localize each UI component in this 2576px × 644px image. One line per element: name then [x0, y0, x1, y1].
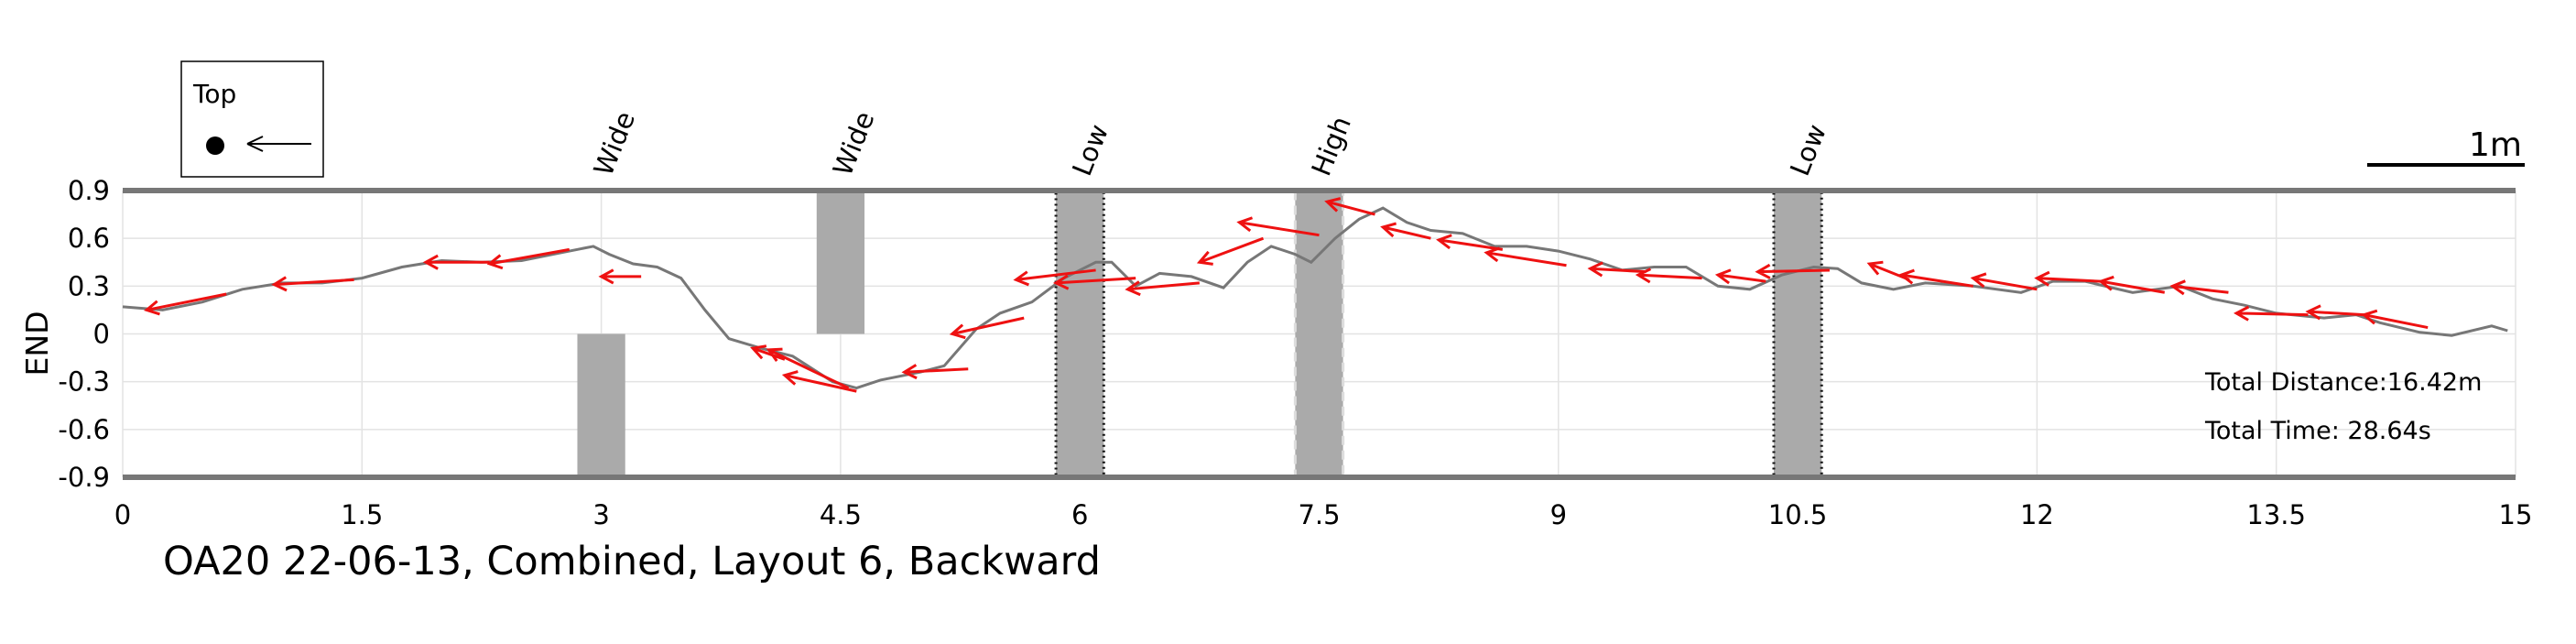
direction-arrow-28: [2169, 279, 2229, 296]
direction-arrow-27: [2097, 275, 2166, 294]
direction-arrow-5: [750, 344, 786, 361]
direction-arrow-7: [766, 347, 850, 389]
legend-dot-icon: [206, 136, 224, 155]
x-tick-label-6: 9: [1550, 499, 1567, 530]
y-tick-label-1: 0.6: [68, 223, 110, 254]
direction-arrow-29: [2234, 305, 2309, 322]
direction-arrow-20: [1635, 267, 1702, 284]
x-tick-label-5: 7.5: [1298, 499, 1340, 530]
direction-arrow-3: [486, 247, 571, 270]
legend-arrow-icon: [246, 136, 264, 152]
obstacle-2: [1054, 189, 1105, 479]
obstacle-0: [577, 333, 625, 477]
direction-arrow-21: [1714, 268, 1766, 285]
direction-arrow-30: [2305, 304, 2364, 321]
x-tick-label-10: 15: [2499, 499, 2533, 530]
x-tick-label-9: 13.5: [2246, 499, 2306, 530]
axis-ticks: 0 1.5 3 4.5 6 7.5 9 10.5 12 13.5 15 0.9 0.6 0.3 0 -0.3 -…: [58, 175, 2532, 530]
direction-arrow-14: [1236, 216, 1320, 237]
y-tick-label-2: 0.3: [68, 270, 110, 301]
legend-box: [180, 60, 324, 178]
y-tick-label-3: 0: [93, 319, 110, 350]
direction-arrow-9: [949, 316, 1025, 340]
scale-bar: 1m: [2367, 126, 2525, 167]
total-time-label: Total Time: 28.64s: [2204, 417, 2431, 445]
y-tick-label-5: -0.6: [58, 414, 110, 445]
x-tick-label-8: 12: [2020, 499, 2054, 530]
direction-arrow-6: [781, 370, 857, 393]
total-distance-label: Total Distance:16.42m: [2204, 368, 2482, 397]
direction-arrow-17: [1436, 234, 1504, 251]
direction-arrow-31: [2361, 309, 2429, 330]
y-axis-label: END: [19, 311, 55, 377]
obstacle-1: [816, 191, 865, 334]
chart-title: OA20 22-06-13, Combined, Layout 6, Backw…: [163, 539, 1101, 584]
obstacle-label-3: High: [1305, 112, 1356, 180]
direction-arrow-24: [1898, 268, 1973, 288]
direction-arrow-18: [1484, 246, 1567, 267]
x-tick-label-2: 3: [592, 499, 609, 530]
trajectory-path: [122, 206, 2508, 390]
x-tick-label-3: 4.5: [820, 499, 862, 530]
direction-arrow-26: [2034, 270, 2102, 287]
y-tick-label-4: -0.3: [58, 366, 110, 398]
x-tick-label-4: 6: [1071, 499, 1088, 530]
legend-label: Top: [192, 79, 236, 109]
obstacle-label-4: Low: [1784, 120, 1832, 180]
direction-arrow-12: [1125, 280, 1200, 297]
direction-arrow-8: [901, 364, 969, 380]
scale-bar-label: 1m: [2469, 126, 2522, 164]
plot-frame: [123, 188, 2516, 480]
direction-arrow-15: [1324, 197, 1375, 216]
x-tick-label-1: 1.5: [341, 499, 383, 530]
y-tick-label-0: 0.9: [68, 175, 110, 206]
direction-arrow-2: [422, 254, 490, 270]
direction-arrow-1: [271, 276, 354, 292]
direction-arrow-4: [598, 268, 642, 285]
direction-arrow-22: [1755, 263, 1830, 279]
obstacle-4: [1772, 189, 1823, 479]
y-tick-label-6: -0.9: [58, 462, 110, 493]
x-tick-label-7: 10.5: [1768, 499, 1828, 530]
obstacle-label-1: Wide: [827, 107, 881, 180]
direction-arrow-19: [1587, 261, 1647, 278]
legend: Top: [180, 60, 324, 178]
direction-arrows: [144, 197, 2429, 393]
obstacle-label-0: Wide: [588, 107, 642, 180]
direction-arrow-11: [1052, 274, 1136, 290]
direction-arrow-25: [1970, 272, 2038, 291]
obstacle-label-2: Low: [1066, 120, 1114, 180]
x-tick-label-0: 0: [114, 499, 131, 530]
direction-arrow-16: [1380, 222, 1431, 240]
direction-arrow-10: [1013, 268, 1096, 287]
obstacles: Wide Wide Low High Low: [577, 107, 1832, 479]
direction-arrow-13: [1196, 236, 1265, 266]
direction-arrow-0: [144, 292, 227, 316]
